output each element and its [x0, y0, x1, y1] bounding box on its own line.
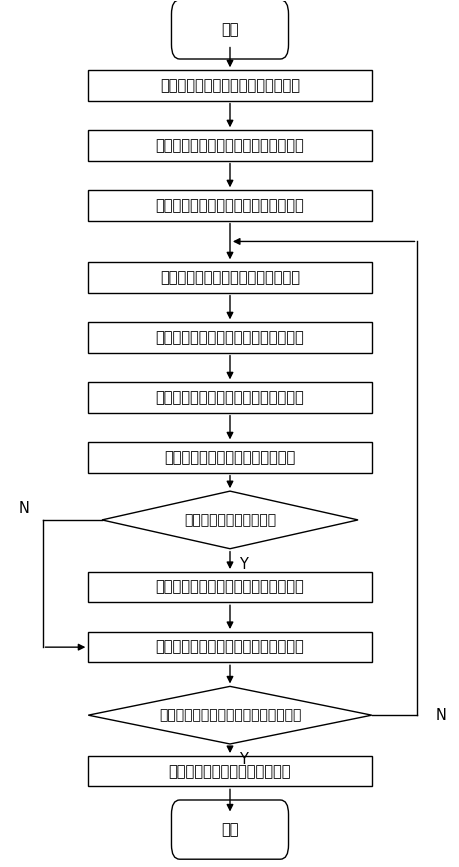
FancyBboxPatch shape: [171, 800, 288, 859]
Polygon shape: [88, 687, 371, 744]
Text: N: N: [19, 501, 30, 516]
Text: 确定各交叉口过渡方案的周期调整空间: 确定各交叉口过渡方案的周期调整空间: [155, 198, 304, 213]
FancyBboxPatch shape: [88, 190, 371, 220]
FancyBboxPatch shape: [88, 323, 371, 353]
Text: 设定基准交叉口相位差的初始调整量: 设定基准交叉口相位差的初始调整量: [160, 270, 299, 285]
Text: 开始: 开始: [221, 22, 238, 37]
FancyBboxPatch shape: [88, 262, 371, 293]
FancyBboxPatch shape: [88, 382, 371, 413]
FancyBboxPatch shape: [88, 632, 371, 662]
Text: Y: Y: [239, 557, 247, 571]
FancyBboxPatch shape: [88, 572, 371, 603]
Text: Y: Y: [239, 752, 247, 767]
FancyBboxPatch shape: [88, 70, 371, 101]
Text: N: N: [435, 707, 446, 723]
Text: 选取交叉口相位差设置的参考基准点: 选取交叉口相位差设置的参考基准点: [160, 78, 299, 93]
FancyBboxPatch shape: [88, 756, 371, 786]
Text: 求取交叉口相位差的最大调整比例: 求取交叉口相位差的最大调整比例: [164, 450, 295, 465]
Polygon shape: [102, 491, 357, 549]
FancyBboxPatch shape: [88, 130, 371, 160]
Text: 读取过渡前后的交通信号协调配时方案: 读取过渡前后的交通信号协调配时方案: [155, 138, 304, 153]
Text: 计算非基准交叉口相位差的初始调整量: 计算非基准交叉口相位差的初始调整量: [155, 330, 304, 345]
FancyBboxPatch shape: [88, 442, 371, 473]
Text: 计算各交叉口过渡方案的周期调整总量: 计算各交叉口过渡方案的周期调整总量: [155, 390, 304, 405]
Text: 输出各交叉口各过渡周期调整量: 输出各交叉口各过渡周期调整量: [168, 764, 291, 779]
FancyBboxPatch shape: [171, 0, 288, 59]
Text: 计算并更新各交叉口各过渡周期调整量: 计算并更新各交叉口各过渡周期调整量: [155, 640, 304, 655]
Text: 计算并更新方案过渡所需的最少周期数: 计算并更新方案过渡所需的最少周期数: [155, 580, 304, 595]
Text: 结束: 结束: [221, 822, 238, 838]
Text: 已遍历基准交叉口相位差的取值空间？: 已遍历基准交叉口相位差的取值空间？: [158, 708, 301, 722]
Text: 最大调整比例当前最小？: 最大调整比例当前最小？: [184, 513, 275, 527]
